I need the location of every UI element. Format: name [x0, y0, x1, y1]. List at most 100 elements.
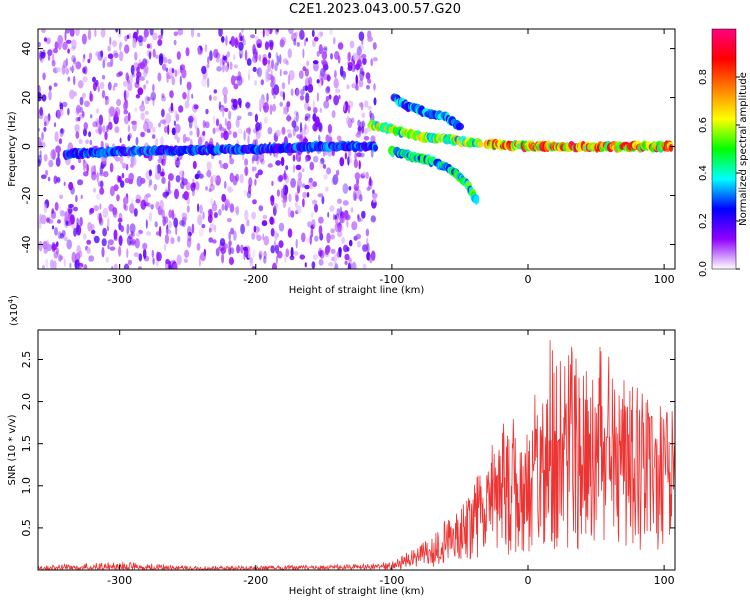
heatmap-cell	[109, 246, 116, 251]
heatmap-cell	[127, 112, 131, 122]
heatmap-cell	[273, 202, 279, 209]
heatmap-cell	[54, 41, 59, 50]
heatmap-cell	[161, 158, 166, 166]
heatmap-cell	[183, 258, 188, 264]
heatmap-cell	[367, 78, 372, 84]
heatmap-cell	[197, 32, 201, 38]
bottom-y-axis-label: SNR (10 * v/v)	[7, 414, 18, 485]
heatmap-cell	[113, 107, 115, 117]
heatmap-cell	[123, 80, 128, 87]
heatmap-cell	[227, 186, 234, 193]
heatmap-cell	[169, 90, 174, 99]
heatmap-cell	[271, 180, 274, 187]
heatmap-cell	[283, 70, 288, 76]
heatmap-cell	[148, 179, 153, 186]
heatmap-cell	[274, 244, 280, 254]
heatmap-cell	[303, 127, 306, 138]
heatmap-cell	[100, 180, 104, 189]
heatmap-cell	[137, 266, 142, 269]
heatmap-cell	[56, 176, 61, 183]
heatmap-cell	[142, 248, 147, 260]
heatmap-cell	[62, 41, 68, 51]
heatmap-cell	[223, 180, 227, 189]
heatmap-cell	[349, 158, 353, 164]
heatmap-cell	[248, 74, 250, 81]
heatmap-cell	[285, 165, 289, 171]
heatmap-cell	[298, 71, 304, 78]
heatmap-cell	[123, 90, 127, 101]
heatmap-cell	[148, 169, 152, 177]
heatmap-cell	[311, 261, 316, 269]
heatmap-cell	[318, 122, 323, 133]
heatmap-cell	[75, 29, 80, 37]
heatmap-cell	[257, 67, 262, 78]
heatmap-cell	[275, 52, 278, 59]
heatmap-cell	[365, 228, 370, 237]
heatmap-cell	[309, 161, 315, 171]
heatmap-cell	[308, 76, 313, 87]
heatmap-cell	[132, 73, 135, 78]
heatmap-cell	[132, 120, 137, 132]
heatmap-cell	[339, 213, 345, 224]
heatmap-cell	[161, 96, 167, 102]
heatmap-cell	[160, 29, 164, 37]
heatmap-cell	[89, 139, 93, 146]
heatmap-cell	[84, 100, 90, 108]
heatmap-cell	[87, 58, 91, 64]
heatmap-cell	[113, 82, 118, 87]
heatmap-cell	[280, 156, 285, 167]
heatmap-cell	[364, 100, 369, 108]
heatmap-cell	[271, 59, 274, 70]
heatmap-cell	[188, 231, 192, 237]
heatmap-cell	[47, 176, 51, 182]
heatmap-cell	[219, 106, 224, 113]
heatmap-cell	[252, 55, 258, 64]
heatmap-cell	[155, 164, 158, 176]
heatmap-cell	[38, 92, 42, 98]
heatmap-cell	[284, 105, 289, 115]
heatmap-cell	[316, 92, 319, 102]
heatmap-cell	[323, 46, 328, 51]
heatmap-cell	[184, 191, 190, 197]
heatmap-cell	[313, 61, 319, 72]
heatmap-cell	[124, 44, 130, 54]
heatmap-cell	[258, 252, 262, 261]
heatmap-cell	[312, 223, 316, 228]
heatmap-cell	[136, 175, 143, 187]
heatmap-cell	[208, 188, 212, 193]
heatmap-cell	[304, 68, 309, 77]
heatmap-cell	[131, 198, 134, 205]
heatmap-marks	[38, 29, 674, 269]
heatmap-cell	[106, 61, 112, 68]
heatmap-cell	[215, 127, 219, 132]
heatmap-cell	[98, 212, 102, 224]
heatmap-cell	[102, 227, 107, 237]
heatmap-cell	[173, 155, 178, 161]
heatmap-cell	[112, 207, 117, 216]
heatmap-cell	[228, 240, 232, 247]
heatmap-cell	[241, 29, 244, 34]
heatmap-cell	[70, 45, 76, 51]
bottom-y-multiplier: (x104)	[7, 295, 20, 326]
heatmap-cell	[282, 173, 288, 180]
heatmap-cell	[283, 184, 289, 196]
heatmap-cell	[87, 29, 92, 41]
heatmap-cell	[144, 110, 149, 115]
heatmap-cell	[321, 196, 325, 205]
heatmap-cell	[351, 83, 357, 89]
heatmap-cell	[197, 203, 200, 213]
heatmap-cell	[61, 101, 68, 108]
heatmap-cell	[134, 81, 140, 89]
heatmap-cell	[218, 208, 222, 216]
heatmap-cell	[42, 72, 46, 81]
heatmap-cell	[304, 38, 307, 47]
heatmap-cell	[234, 206, 239, 214]
heatmap-cell	[287, 228, 293, 238]
heatmap-cell	[232, 131, 238, 139]
heatmap-cell	[358, 31, 365, 41]
heatmap-cell	[275, 255, 278, 265]
bottom-x-tick-label: -200	[243, 574, 268, 587]
heatmap-cell	[325, 95, 330, 102]
